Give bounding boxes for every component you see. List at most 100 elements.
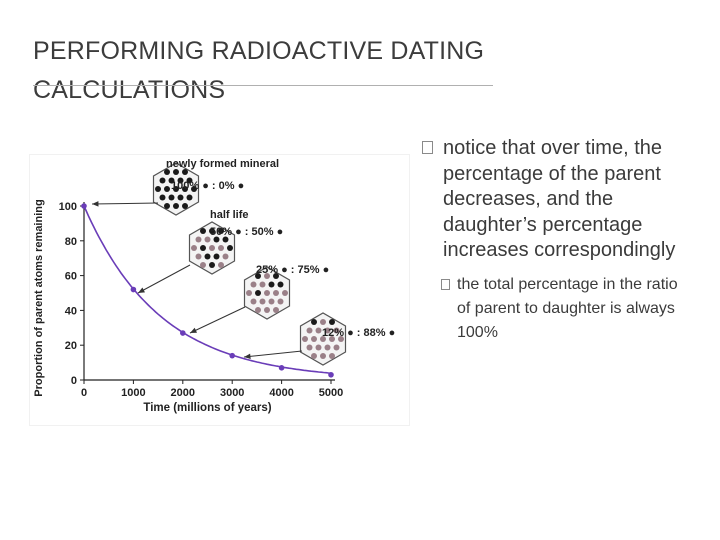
parent-atom [177, 177, 184, 184]
x-tick-label: 2000 [171, 387, 195, 399]
y-tick-label: 20 [65, 340, 77, 352]
parent-atom [186, 177, 193, 184]
daughter-atom [306, 344, 313, 351]
data-point [229, 352, 235, 359]
bullet-square-icon [422, 141, 433, 154]
daughter-atom [333, 327, 340, 334]
annotation-ratio-100: 100% ● : 0% ● [171, 180, 244, 192]
parent-atom [191, 186, 197, 192]
daughter-atom [315, 344, 322, 351]
daughter-atom [320, 353, 326, 359]
parent-atom [311, 319, 317, 325]
daughter-atom [195, 253, 202, 260]
daughter-atom [195, 236, 202, 243]
daughter-atom [250, 281, 257, 288]
parent-atom [200, 245, 206, 251]
daughter-atom [324, 344, 331, 351]
x-tick-label: 4000 [269, 387, 293, 399]
y-tick-label: 80 [65, 236, 77, 248]
annotation-ratio-25: 25% ● : 75% ● [256, 264, 329, 276]
arrow-head [138, 287, 145, 293]
data-point [180, 330, 186, 336]
daughter-atom [273, 290, 279, 296]
daughter-atom [311, 353, 317, 359]
bullet-list: notice that over time, the percentage of… [422, 136, 692, 345]
parent-atom [164, 186, 170, 192]
daughter-atom [250, 298, 257, 305]
daughter-atom [246, 290, 252, 296]
parent-atom [200, 228, 206, 234]
parent-atom [164, 203, 170, 209]
annotation-arrow [243, 350, 303, 358]
parent-atom [255, 290, 261, 296]
parent-atom [218, 228, 224, 234]
parent-atom [277, 281, 284, 288]
daughter-atom [329, 336, 335, 342]
parent-atom [182, 186, 188, 192]
title-line-1: PERFORMING RADIOACTIVE DATING [33, 37, 485, 65]
parent-atom [268, 281, 275, 288]
daughter-atom [315, 327, 322, 334]
parent-atom [173, 186, 179, 192]
daughter-atom [259, 281, 266, 288]
data-point [278, 365, 285, 371]
daughter-atom [324, 327, 331, 334]
x-tick-label: 3000 [220, 387, 244, 399]
annotation-arrow [137, 264, 191, 294]
data-point [328, 371, 334, 378]
x-tick-label: 5000 [319, 387, 343, 399]
bullet-sub-text: the total percentage in the ratio of par… [457, 275, 678, 341]
title-line-2: CALCULATIONS [33, 76, 226, 104]
daughter-atom [329, 353, 335, 359]
parent-atom [273, 273, 279, 279]
bullet-sub: the total percentage in the ratio of par… [441, 273, 692, 345]
arrow-head [190, 327, 197, 333]
bullet-square-icon [441, 278, 450, 290]
parent-atom [168, 194, 175, 201]
parent-atom [209, 262, 215, 268]
daughter-atom [255, 307, 261, 313]
parent-atom [182, 203, 188, 209]
parent-atom [159, 177, 166, 184]
parent-atom [227, 245, 233, 251]
daughter-atom [200, 262, 206, 268]
y-tick-label: 60 [65, 271, 77, 283]
x-tick-label: 1000 [121, 387, 145, 399]
daughter-atom [222, 253, 229, 260]
arrow-head [92, 201, 99, 207]
annotation-arrow [91, 202, 159, 205]
title-underline [33, 85, 493, 86]
daughter-atom [338, 336, 344, 342]
daughter-atom [306, 327, 313, 334]
daughter-atom [333, 344, 340, 351]
data-point [81, 203, 87, 209]
parent-atom [177, 194, 184, 201]
annotation-ratio-12: 12% ● : 88% ● [322, 327, 395, 339]
parent-atom [173, 203, 179, 209]
daughter-atom [268, 298, 275, 305]
parent-atom [159, 194, 166, 201]
annotation-newly-formed-label: newly formed mineral [166, 158, 279, 170]
daughter-atom [320, 336, 326, 342]
daughter-atom [282, 290, 288, 296]
parent-atom [173, 169, 179, 175]
parent-atom [155, 186, 161, 192]
parent-atom [255, 273, 261, 279]
daughter-atom [259, 298, 266, 305]
parent-atom [168, 177, 175, 184]
parent-atom [213, 253, 220, 260]
parent-atom [222, 236, 229, 243]
daughter-atom [264, 273, 270, 279]
bullet-main: notice that over time, the percentage of… [422, 136, 692, 264]
slide-title: PERFORMING RADIOACTIVE DATING CALCULATIO… [33, 32, 593, 110]
annotation-arrow [189, 306, 246, 334]
daughter-atom [273, 307, 279, 313]
daughter-atom [264, 290, 270, 296]
annotation-ratio-50: 50% ● : 50% ● [210, 226, 283, 238]
parent-atom [182, 169, 188, 175]
bullet-main-text: notice that over time, the percentage of… [443, 137, 676, 261]
parent-atom [186, 194, 193, 201]
y-tick-label: 100 [59, 201, 77, 213]
parent-atom [209, 228, 215, 234]
